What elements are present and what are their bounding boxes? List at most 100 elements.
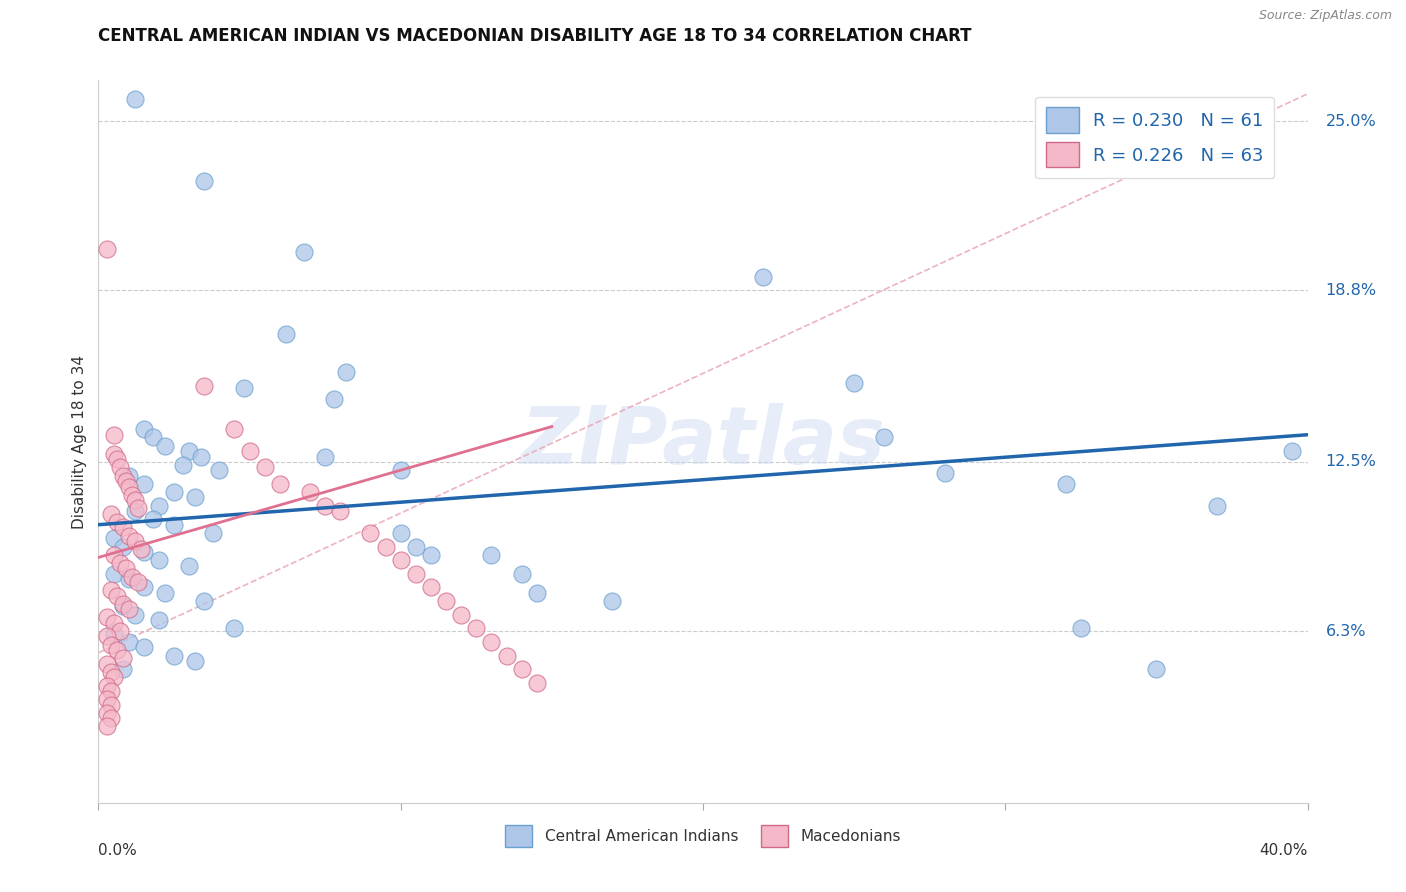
Point	[224, 422, 246, 436]
Point	[179, 558, 201, 573]
Point	[103, 447, 125, 461]
Point	[103, 427, 125, 442]
Point	[420, 581, 443, 595]
Point	[193, 378, 215, 392]
Point	[314, 499, 336, 513]
Point	[752, 269, 775, 284]
Point	[121, 569, 143, 583]
Point	[163, 517, 186, 532]
Point	[105, 643, 128, 657]
Point	[148, 613, 170, 627]
Point	[108, 556, 131, 570]
Point	[118, 635, 141, 649]
Point	[163, 485, 186, 500]
Point	[232, 381, 254, 395]
Point	[132, 640, 155, 655]
Point	[124, 534, 146, 549]
Point	[111, 468, 134, 483]
Point	[224, 621, 246, 635]
Point	[100, 638, 122, 652]
Point	[1146, 662, 1168, 676]
Point	[526, 676, 548, 690]
Point	[96, 630, 118, 644]
Point	[96, 610, 118, 624]
Text: CENTRAL AMERICAN INDIAN VS MACEDONIAN DISABILITY AGE 18 TO 34 CORRELATION CHART: CENTRAL AMERICAN INDIAN VS MACEDONIAN DI…	[98, 27, 972, 45]
Point	[481, 635, 503, 649]
Point	[292, 245, 315, 260]
Point	[127, 501, 149, 516]
Point	[510, 662, 533, 676]
Point	[111, 520, 134, 534]
Text: Source: ZipAtlas.com: Source: ZipAtlas.com	[1258, 9, 1392, 22]
Point	[495, 648, 517, 663]
Point	[96, 243, 118, 257]
Point	[96, 692, 118, 706]
Point	[526, 586, 548, 600]
Point	[118, 528, 141, 542]
Point	[96, 719, 118, 733]
Point	[105, 589, 128, 603]
Point	[934, 466, 956, 480]
Point	[103, 566, 125, 581]
Point	[129, 542, 152, 557]
Point	[360, 525, 382, 540]
Point	[132, 476, 155, 491]
Point	[1070, 621, 1092, 635]
Point	[329, 504, 352, 518]
Point	[274, 326, 297, 341]
Point	[96, 706, 118, 720]
Point	[105, 452, 128, 467]
Point	[253, 460, 276, 475]
Point	[121, 488, 143, 502]
Point	[148, 499, 170, 513]
Point	[389, 525, 412, 540]
Point	[389, 553, 412, 567]
Point	[96, 657, 118, 671]
Point	[100, 698, 122, 712]
Point	[184, 654, 207, 668]
Point	[114, 561, 136, 575]
Point	[148, 553, 170, 567]
Text: ZIPatlas: ZIPatlas	[520, 402, 886, 481]
Point	[510, 566, 533, 581]
Point	[420, 548, 443, 562]
Point	[405, 540, 427, 554]
Point	[314, 450, 336, 464]
Point	[193, 174, 215, 188]
Point	[103, 548, 125, 562]
Point	[100, 684, 122, 698]
Point	[1281, 444, 1303, 458]
Point	[172, 458, 194, 472]
Point	[111, 662, 134, 676]
Point	[450, 607, 472, 622]
Point	[100, 507, 122, 521]
Point	[103, 626, 125, 640]
Point	[100, 583, 122, 598]
Point	[374, 540, 396, 554]
Point	[184, 491, 207, 505]
Point	[100, 665, 122, 679]
Point	[124, 92, 146, 106]
Point	[111, 597, 134, 611]
Point	[1206, 499, 1229, 513]
Point	[299, 485, 322, 500]
Point	[124, 607, 146, 622]
Point	[111, 599, 134, 614]
Point	[105, 515, 128, 529]
Point	[103, 532, 125, 546]
Point	[124, 504, 146, 518]
Point	[602, 594, 624, 608]
Point	[163, 648, 186, 663]
Point	[269, 476, 291, 491]
Point	[389, 463, 412, 477]
Point	[118, 572, 141, 586]
Point	[111, 540, 134, 554]
Point	[239, 444, 262, 458]
Text: 0.0%: 0.0%	[98, 843, 138, 857]
Point	[323, 392, 346, 407]
Point	[132, 581, 155, 595]
Point	[873, 430, 896, 444]
Point	[100, 711, 122, 725]
Point	[405, 566, 427, 581]
Text: 18.8%: 18.8%	[1326, 283, 1376, 298]
